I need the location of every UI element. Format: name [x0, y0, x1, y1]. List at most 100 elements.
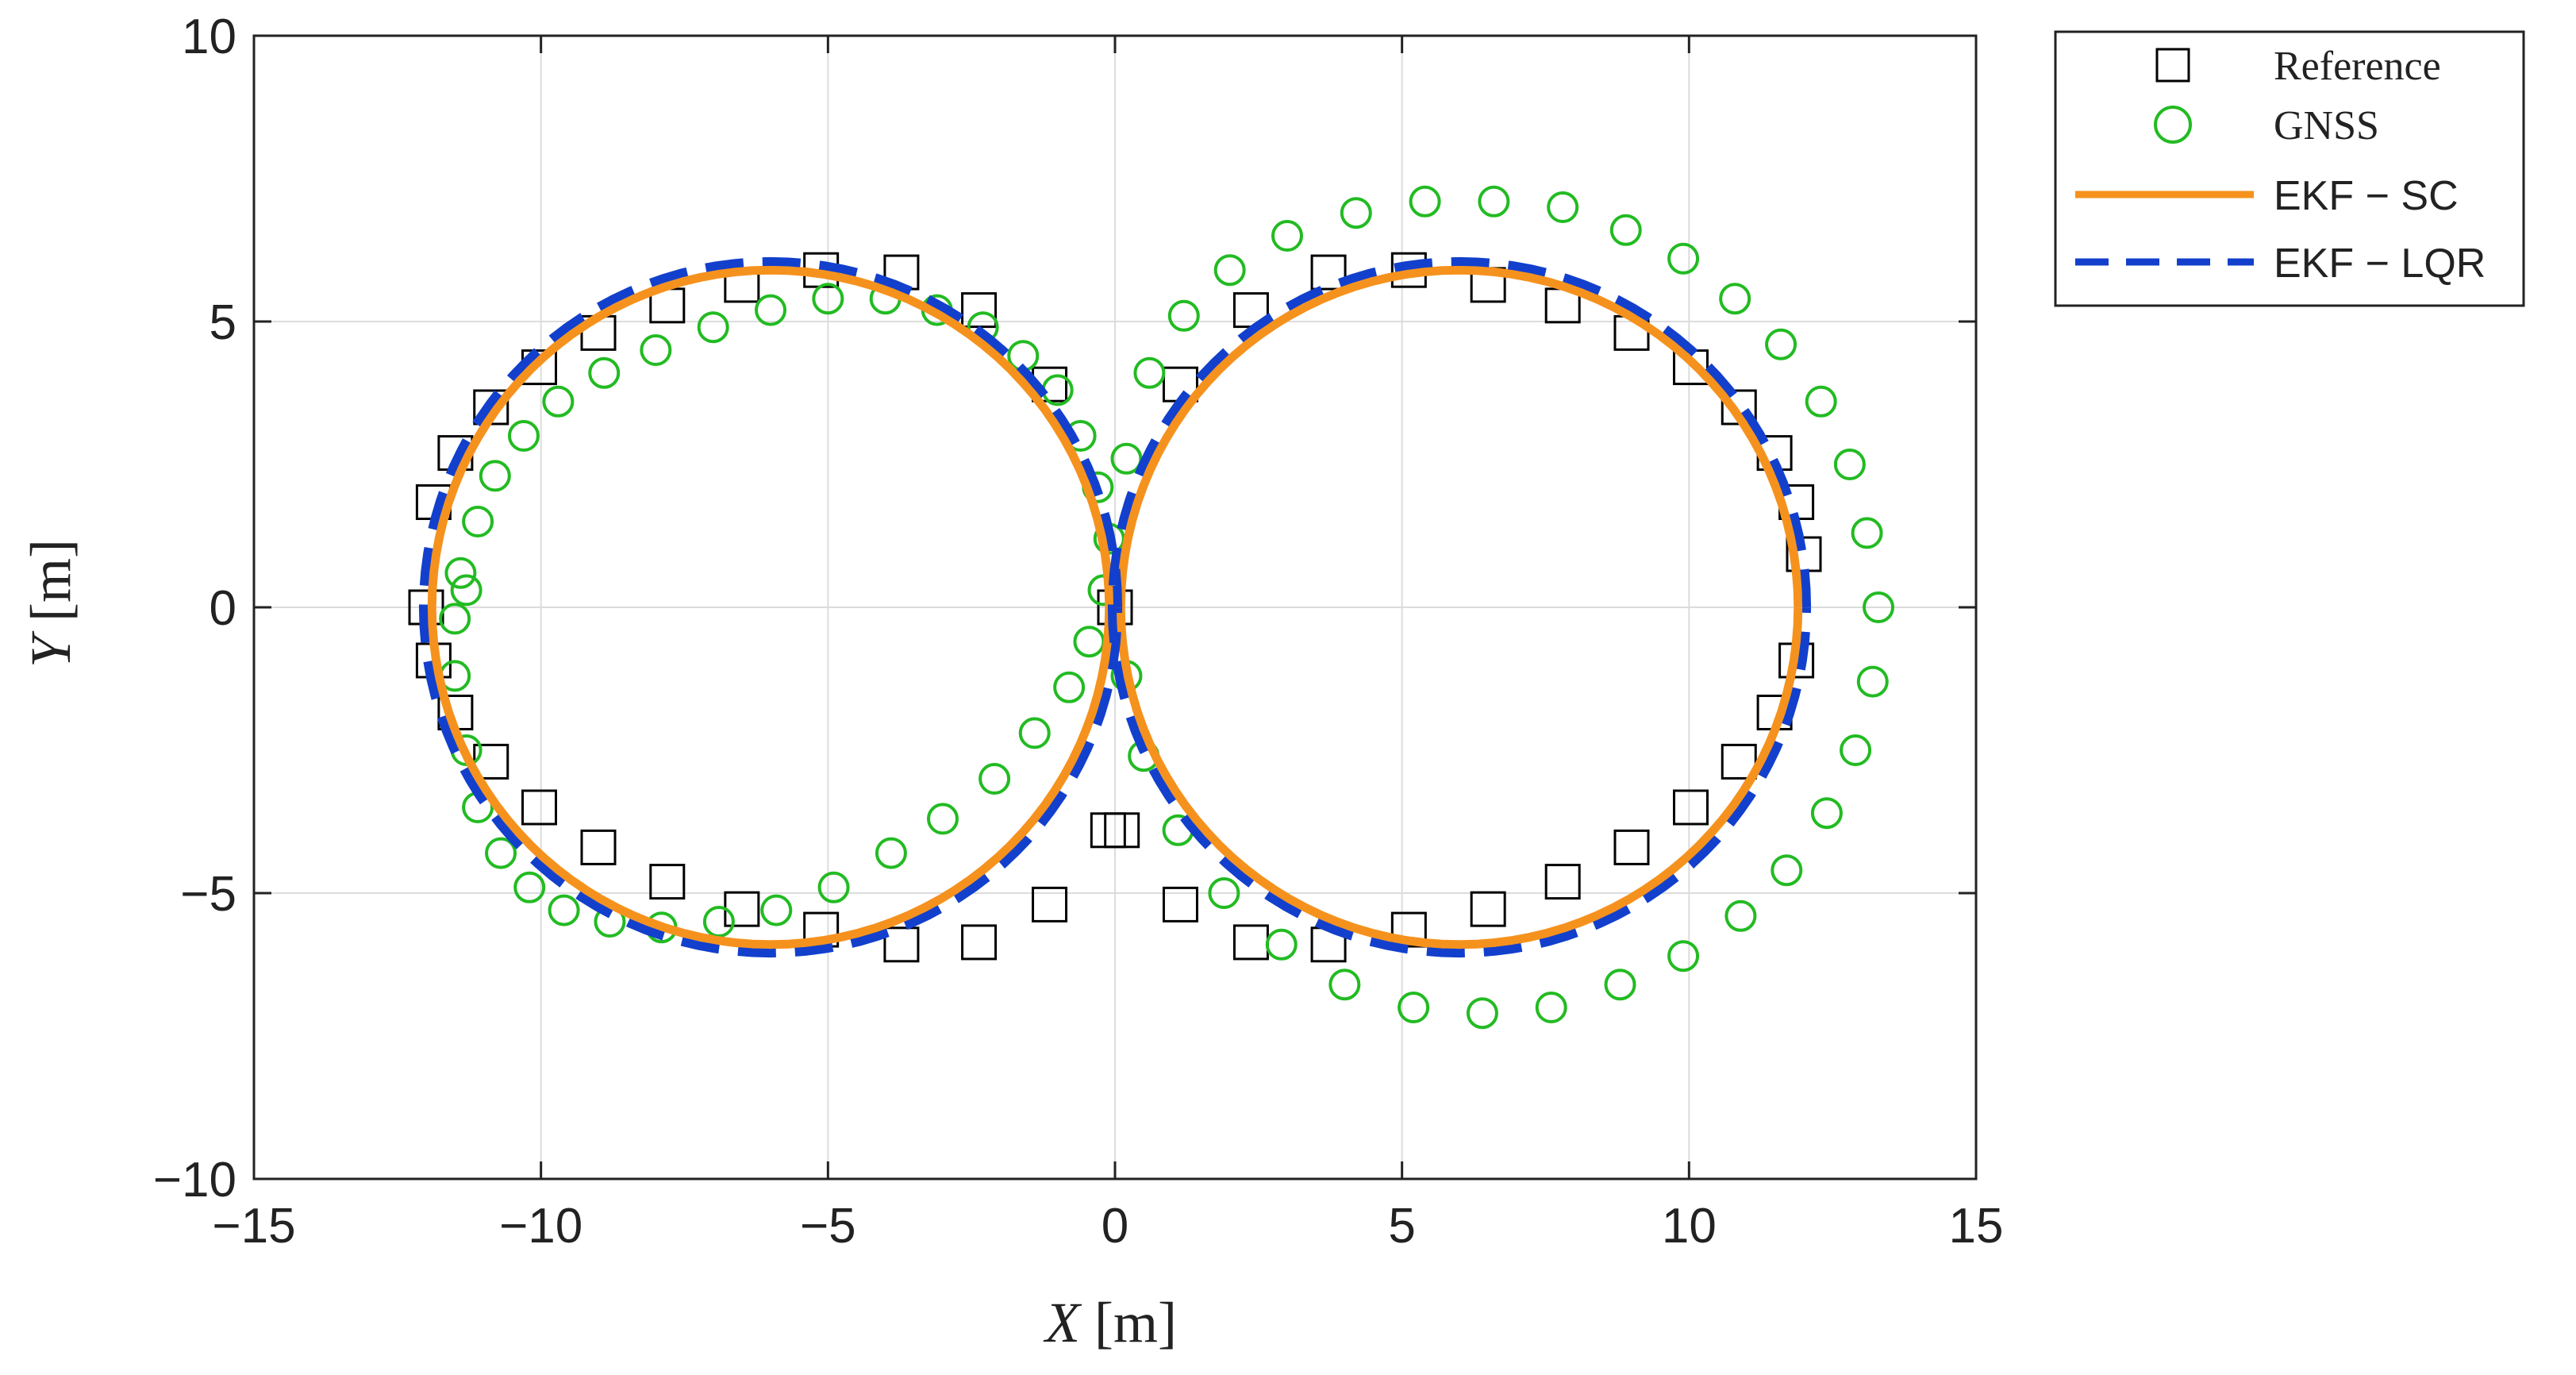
- x-tick-label: −15: [212, 1199, 295, 1254]
- ekf-sc-series: [427, 265, 1803, 949]
- x-tick-label: 10: [1662, 1199, 1717, 1254]
- gnss-point: [548, 894, 580, 926]
- gnss-point: [462, 506, 494, 537]
- reference-point: [883, 926, 920, 963]
- x-tick-label: 15: [1949, 1199, 2004, 1254]
- gnss-point: [444, 557, 477, 589]
- gnss-point: [1265, 928, 1298, 961]
- gnss-point: [1810, 797, 1843, 830]
- ekf-sc-line: [427, 265, 1803, 949]
- gnss-point: [1609, 214, 1642, 246]
- x-tick-label: 0: [1102, 1199, 1128, 1254]
- gnss-point: [1719, 283, 1751, 315]
- x-tick-label: 5: [1388, 1199, 1415, 1254]
- legend-ekf-lqr-label: EKF − LQR: [2274, 241, 2486, 287]
- y-axis-var: Y: [19, 630, 83, 668]
- gnss-point: [1535, 992, 1567, 1023]
- y-axis-title: Y [m]: [19, 539, 83, 668]
- legend-reference-marker: [2155, 48, 2190, 83]
- reference-point: [649, 864, 686, 900]
- ekf-lqr-line: [418, 256, 1812, 958]
- gnss-point: [1667, 940, 1700, 973]
- reference-point: [580, 829, 617, 865]
- gnss-point: [1133, 356, 1166, 389]
- gnss-point: [817, 871, 850, 903]
- x-tick-label: −5: [800, 1199, 856, 1254]
- reference-point: [1104, 812, 1140, 849]
- reference-point: [961, 924, 998, 961]
- gnss-point: [542, 385, 575, 418]
- reference-point: [1544, 864, 1581, 900]
- reference-point: [1470, 891, 1506, 927]
- gnss-point: [1110, 442, 1143, 475]
- y-tick-label: 10: [182, 10, 236, 64]
- gnss-point: [927, 803, 959, 835]
- gnss-point: [1167, 299, 1200, 332]
- gnss-point: [978, 763, 1011, 795]
- y-tick-label: −5: [180, 867, 236, 922]
- reference-point: [1390, 911, 1427, 948]
- gnss-point: [1863, 591, 1895, 623]
- gnss-point: [485, 837, 517, 869]
- gnss-point: [1547, 191, 1579, 223]
- gnss-point: [439, 603, 471, 635]
- gnss-point: [640, 334, 672, 366]
- gnss-point: [513, 871, 546, 903]
- gnss-point: [1398, 992, 1430, 1023]
- gnss-point: [479, 460, 511, 492]
- y-tick-label: 5: [210, 295, 236, 350]
- reference-point: [1673, 789, 1709, 826]
- ekf-lqr-series: [418, 256, 1812, 958]
- legend-ekf-sc-label: EKF − SC: [2274, 173, 2459, 219]
- legend-reference-label: Reference: [2274, 44, 2441, 89]
- gnss-point: [1604, 969, 1636, 1001]
- reference-point: [1162, 886, 1198, 922]
- gnss-point: [450, 574, 483, 607]
- gnss-point: [702, 906, 735, 938]
- x-axis-title: X [m]: [1043, 1291, 1177, 1354]
- legend-gnss-label: GNSS: [2274, 103, 2379, 148]
- reference-point: [1032, 886, 1068, 922]
- gnss-point: [1851, 517, 1883, 549]
- gnss-point: [1328, 969, 1361, 1001]
- gnss-point: [1771, 854, 1803, 887]
- gnss-point: [1409, 185, 1441, 218]
- gnss-point: [1833, 449, 1866, 480]
- gnss-point: [755, 294, 786, 326]
- gnss-point: [1765, 328, 1797, 360]
- gnss-point: [1340, 197, 1372, 229]
- legend: Reference GNSS EKF − SC EKF − LQR: [2054, 30, 2525, 307]
- x-axis-var: X: [1043, 1291, 1082, 1354]
- gnss-point: [875, 837, 907, 869]
- y-tick-label: 0: [210, 581, 236, 636]
- gnss-point: [812, 283, 844, 315]
- x-axis-unit: [m]: [1094, 1291, 1177, 1354]
- reference-point: [521, 789, 557, 826]
- gnss-point: [507, 420, 540, 452]
- reference-point: [1613, 829, 1650, 865]
- gnss-point: [1667, 242, 1700, 275]
- gnss-point: [1840, 734, 1872, 766]
- gnss-point: [588, 356, 621, 389]
- plot-area: [408, 185, 1895, 1030]
- reference-point: [1310, 254, 1347, 291]
- gnss-point: [1478, 185, 1510, 218]
- y-axis-unit: [m]: [19, 539, 83, 622]
- gnss-point: [1805, 385, 1837, 418]
- gnss-point: [1208, 877, 1240, 909]
- gnss-point: [1213, 254, 1246, 287]
- gnss-series: [439, 185, 1895, 1030]
- gnss-point: [760, 894, 793, 926]
- gnss-point: [1053, 671, 1086, 703]
- gnss-point: [1466, 997, 1498, 1030]
- gnss-point: [697, 311, 729, 344]
- gnss-point: [1271, 220, 1303, 252]
- y-tick-label: −10: [153, 1153, 236, 1207]
- gnss-point: [1724, 899, 1757, 932]
- gnss-point: [1856, 665, 1889, 698]
- legend-gnss-marker: [2154, 106, 2192, 144]
- x-tick-label: −10: [499, 1199, 582, 1254]
- gnss-point: [1018, 717, 1051, 749]
